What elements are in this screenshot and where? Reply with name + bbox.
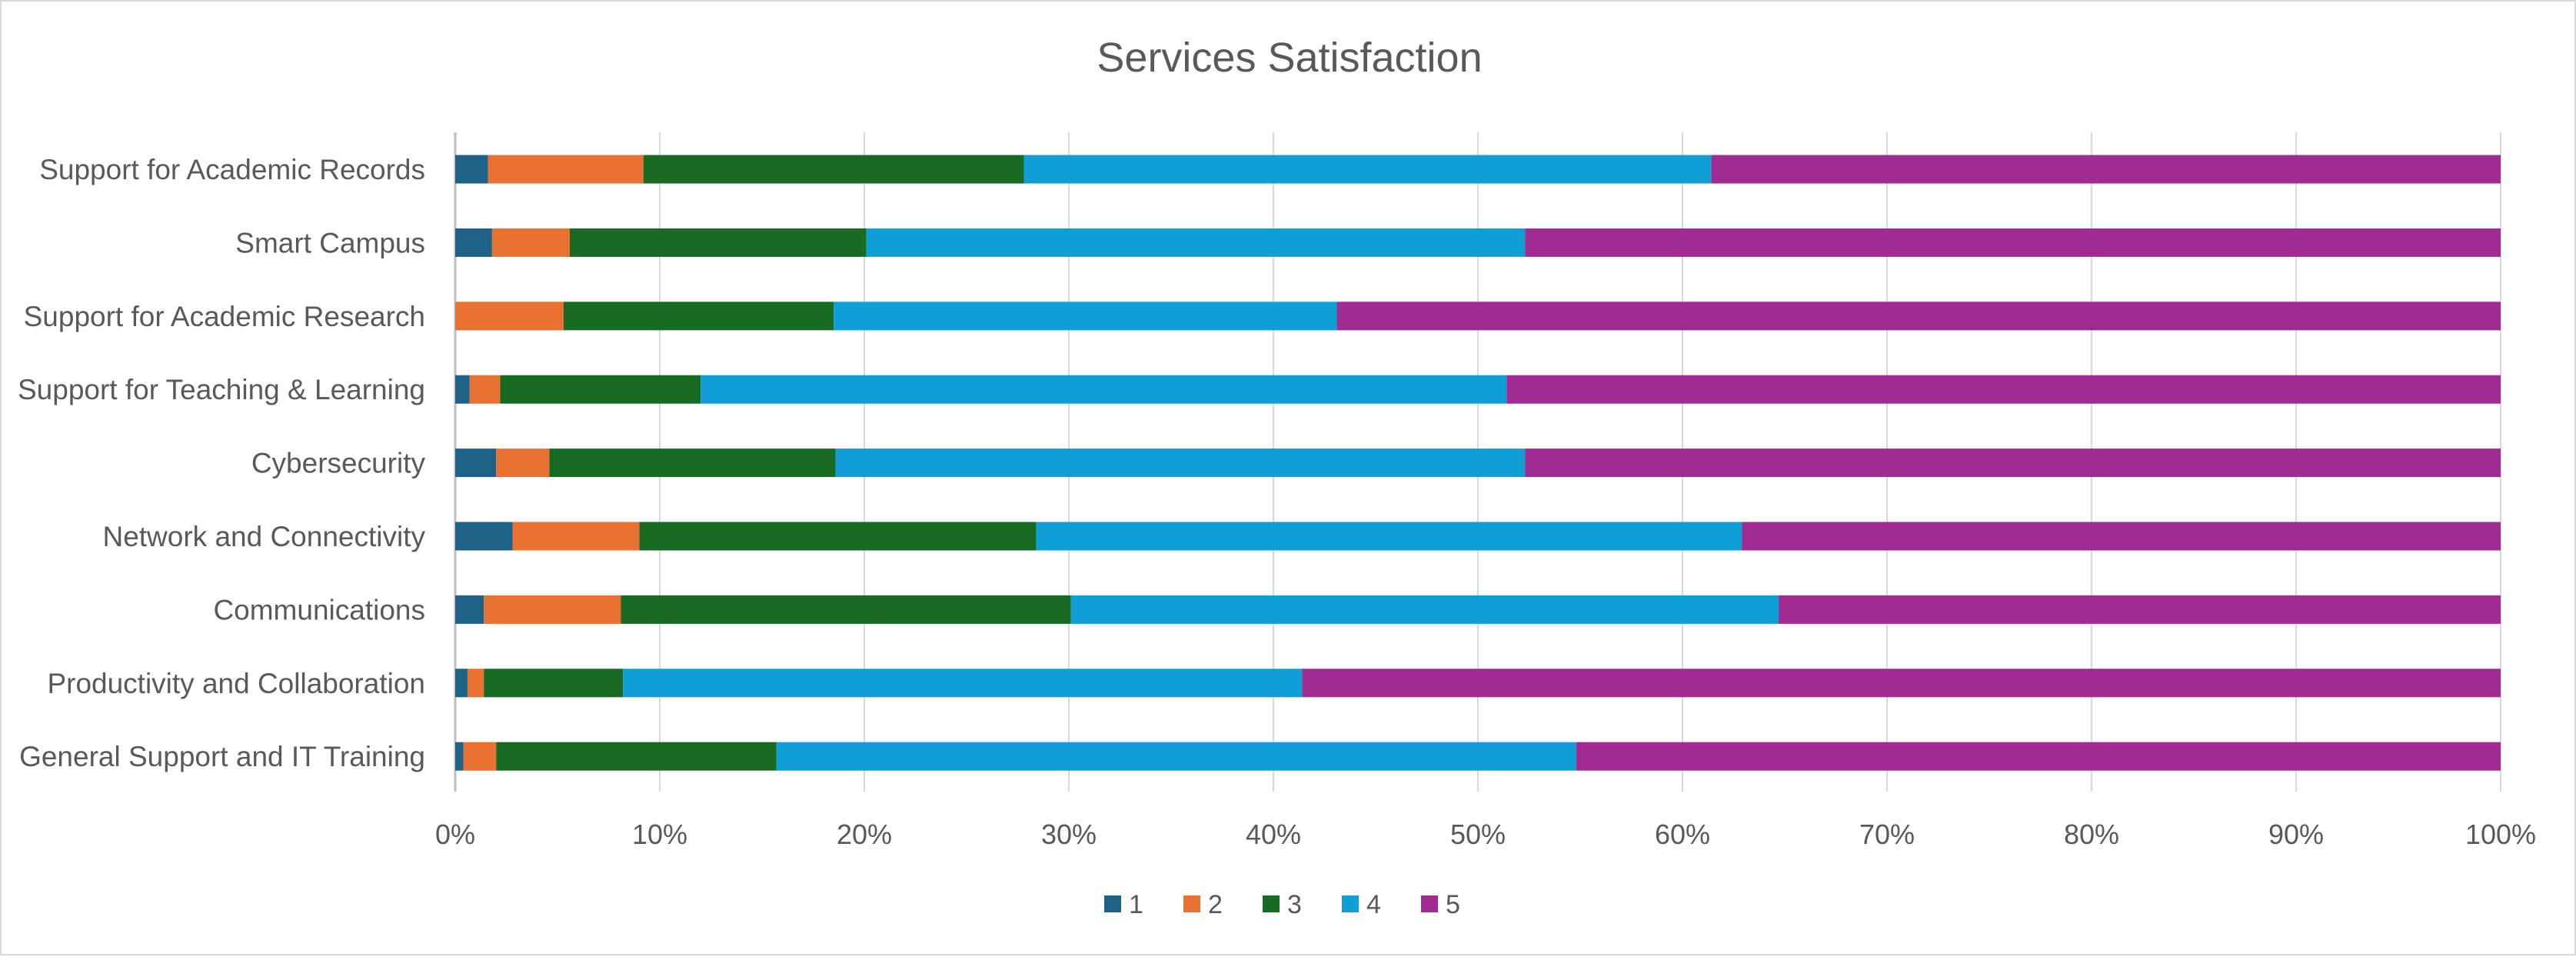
category-labels: Support for Academic Records Smart Campus… [18, 154, 426, 772]
bar-segment-4 [1036, 522, 1742, 551]
legend-label: 5 [1446, 890, 1460, 919]
bar-segment-2 [488, 155, 644, 184]
category-label: Communications [213, 594, 425, 625]
legend-label: 1 [1129, 890, 1143, 919]
bar-segment-3 [639, 522, 1037, 551]
bar-segment-4 [701, 375, 1507, 404]
bar-segment-5 [1506, 375, 2501, 404]
bar-segment-4 [623, 669, 1303, 698]
bar-segment-3 [643, 155, 1024, 184]
legend-swatch [1263, 895, 1280, 912]
bar-segment-5 [1576, 742, 2501, 771]
bar-segment-3 [484, 669, 624, 698]
x-tick-label: 100% [2465, 819, 2536, 850]
bar-segment-5 [1779, 595, 2501, 624]
x-tick-label: 30% [1041, 819, 1097, 850]
x-tick-label: 40% [1246, 819, 1301, 850]
legend-swatch [1421, 895, 1438, 912]
x-tick-label: 10% [632, 819, 687, 850]
bar-segment-2 [469, 375, 501, 404]
category-label: Network and Connectivity [102, 521, 425, 552]
x-tick-label: 80% [2064, 819, 2119, 850]
bar-segment-1 [455, 448, 497, 478]
bar-segment-1 [455, 669, 468, 698]
category-label: Support for Teaching & Learning [18, 374, 425, 405]
category-label: Productivity and Collaboration [47, 668, 425, 699]
bar-segment-4 [1023, 155, 1712, 184]
bar-segment-1 [455, 595, 484, 624]
legend: 1 2 3 4 5 [1104, 890, 1460, 919]
legend-label: 3 [1287, 890, 1302, 919]
bar-segment-4 [866, 228, 1526, 257]
bar-segment-3 [500, 375, 701, 404]
bar-segment-5 [1336, 302, 2501, 331]
bar-segment-2 [491, 228, 570, 257]
bar-segment-1 [455, 742, 464, 771]
bar-segment-5 [1525, 448, 2501, 478]
bar-segment-4 [776, 742, 1576, 771]
legend-label: 4 [1366, 890, 1381, 919]
bar-segment-3 [496, 742, 777, 771]
bar-segment-3 [563, 302, 834, 331]
x-tick-label: 50% [1450, 819, 1506, 850]
category-label: General Support and IT Training [19, 741, 425, 772]
bar-segment-5 [1742, 522, 2501, 551]
x-tick-label: 90% [2268, 819, 2324, 850]
bar-segment-1 [455, 155, 488, 184]
bars [455, 155, 2501, 771]
bar-segment-4 [835, 448, 1526, 478]
x-tick-label: 20% [837, 819, 892, 850]
bar-segment-1 [455, 228, 492, 257]
legend-swatch [1342, 895, 1359, 912]
bar-segment-5 [1302, 669, 2501, 698]
x-tick-labels: 0% 10% 20% 30% 40% 50% 60% 70% 80% 90% 100% [435, 819, 2536, 850]
legend-swatch [1183, 895, 1200, 912]
legend-swatch [1104, 895, 1121, 912]
bar-segment-3 [549, 448, 836, 478]
category-label: Cybersecurity [251, 448, 426, 479]
bar-segment-2 [455, 302, 564, 331]
bar-segment-1 [455, 522, 513, 551]
bar-segment-2 [467, 669, 484, 698]
legend-label: 2 [1208, 890, 1223, 919]
bar-segment-2 [496, 448, 550, 478]
bar-segment-2 [463, 742, 497, 771]
bar-segment-3 [621, 595, 1071, 624]
category-label: Support for Academic Research [24, 301, 425, 332]
bar-segment-4 [1070, 595, 1779, 624]
category-label: Support for Academic Records [39, 154, 425, 185]
x-tick-label: 0% [435, 819, 475, 850]
bar-segment-2 [484, 595, 621, 624]
x-tick-label: 70% [1859, 819, 1915, 850]
bar-segment-5 [1525, 228, 2501, 257]
bar-segment-3 [569, 228, 867, 257]
bar-segment-4 [834, 302, 1337, 331]
x-tick-label: 60% [1655, 819, 1710, 850]
category-label: Smart Campus [235, 227, 425, 258]
bar-segment-5 [1711, 155, 2501, 184]
chart-title: Services Satisfaction [1097, 35, 1482, 81]
bar-segment-1 [455, 375, 470, 404]
bar-segment-2 [512, 522, 640, 551]
